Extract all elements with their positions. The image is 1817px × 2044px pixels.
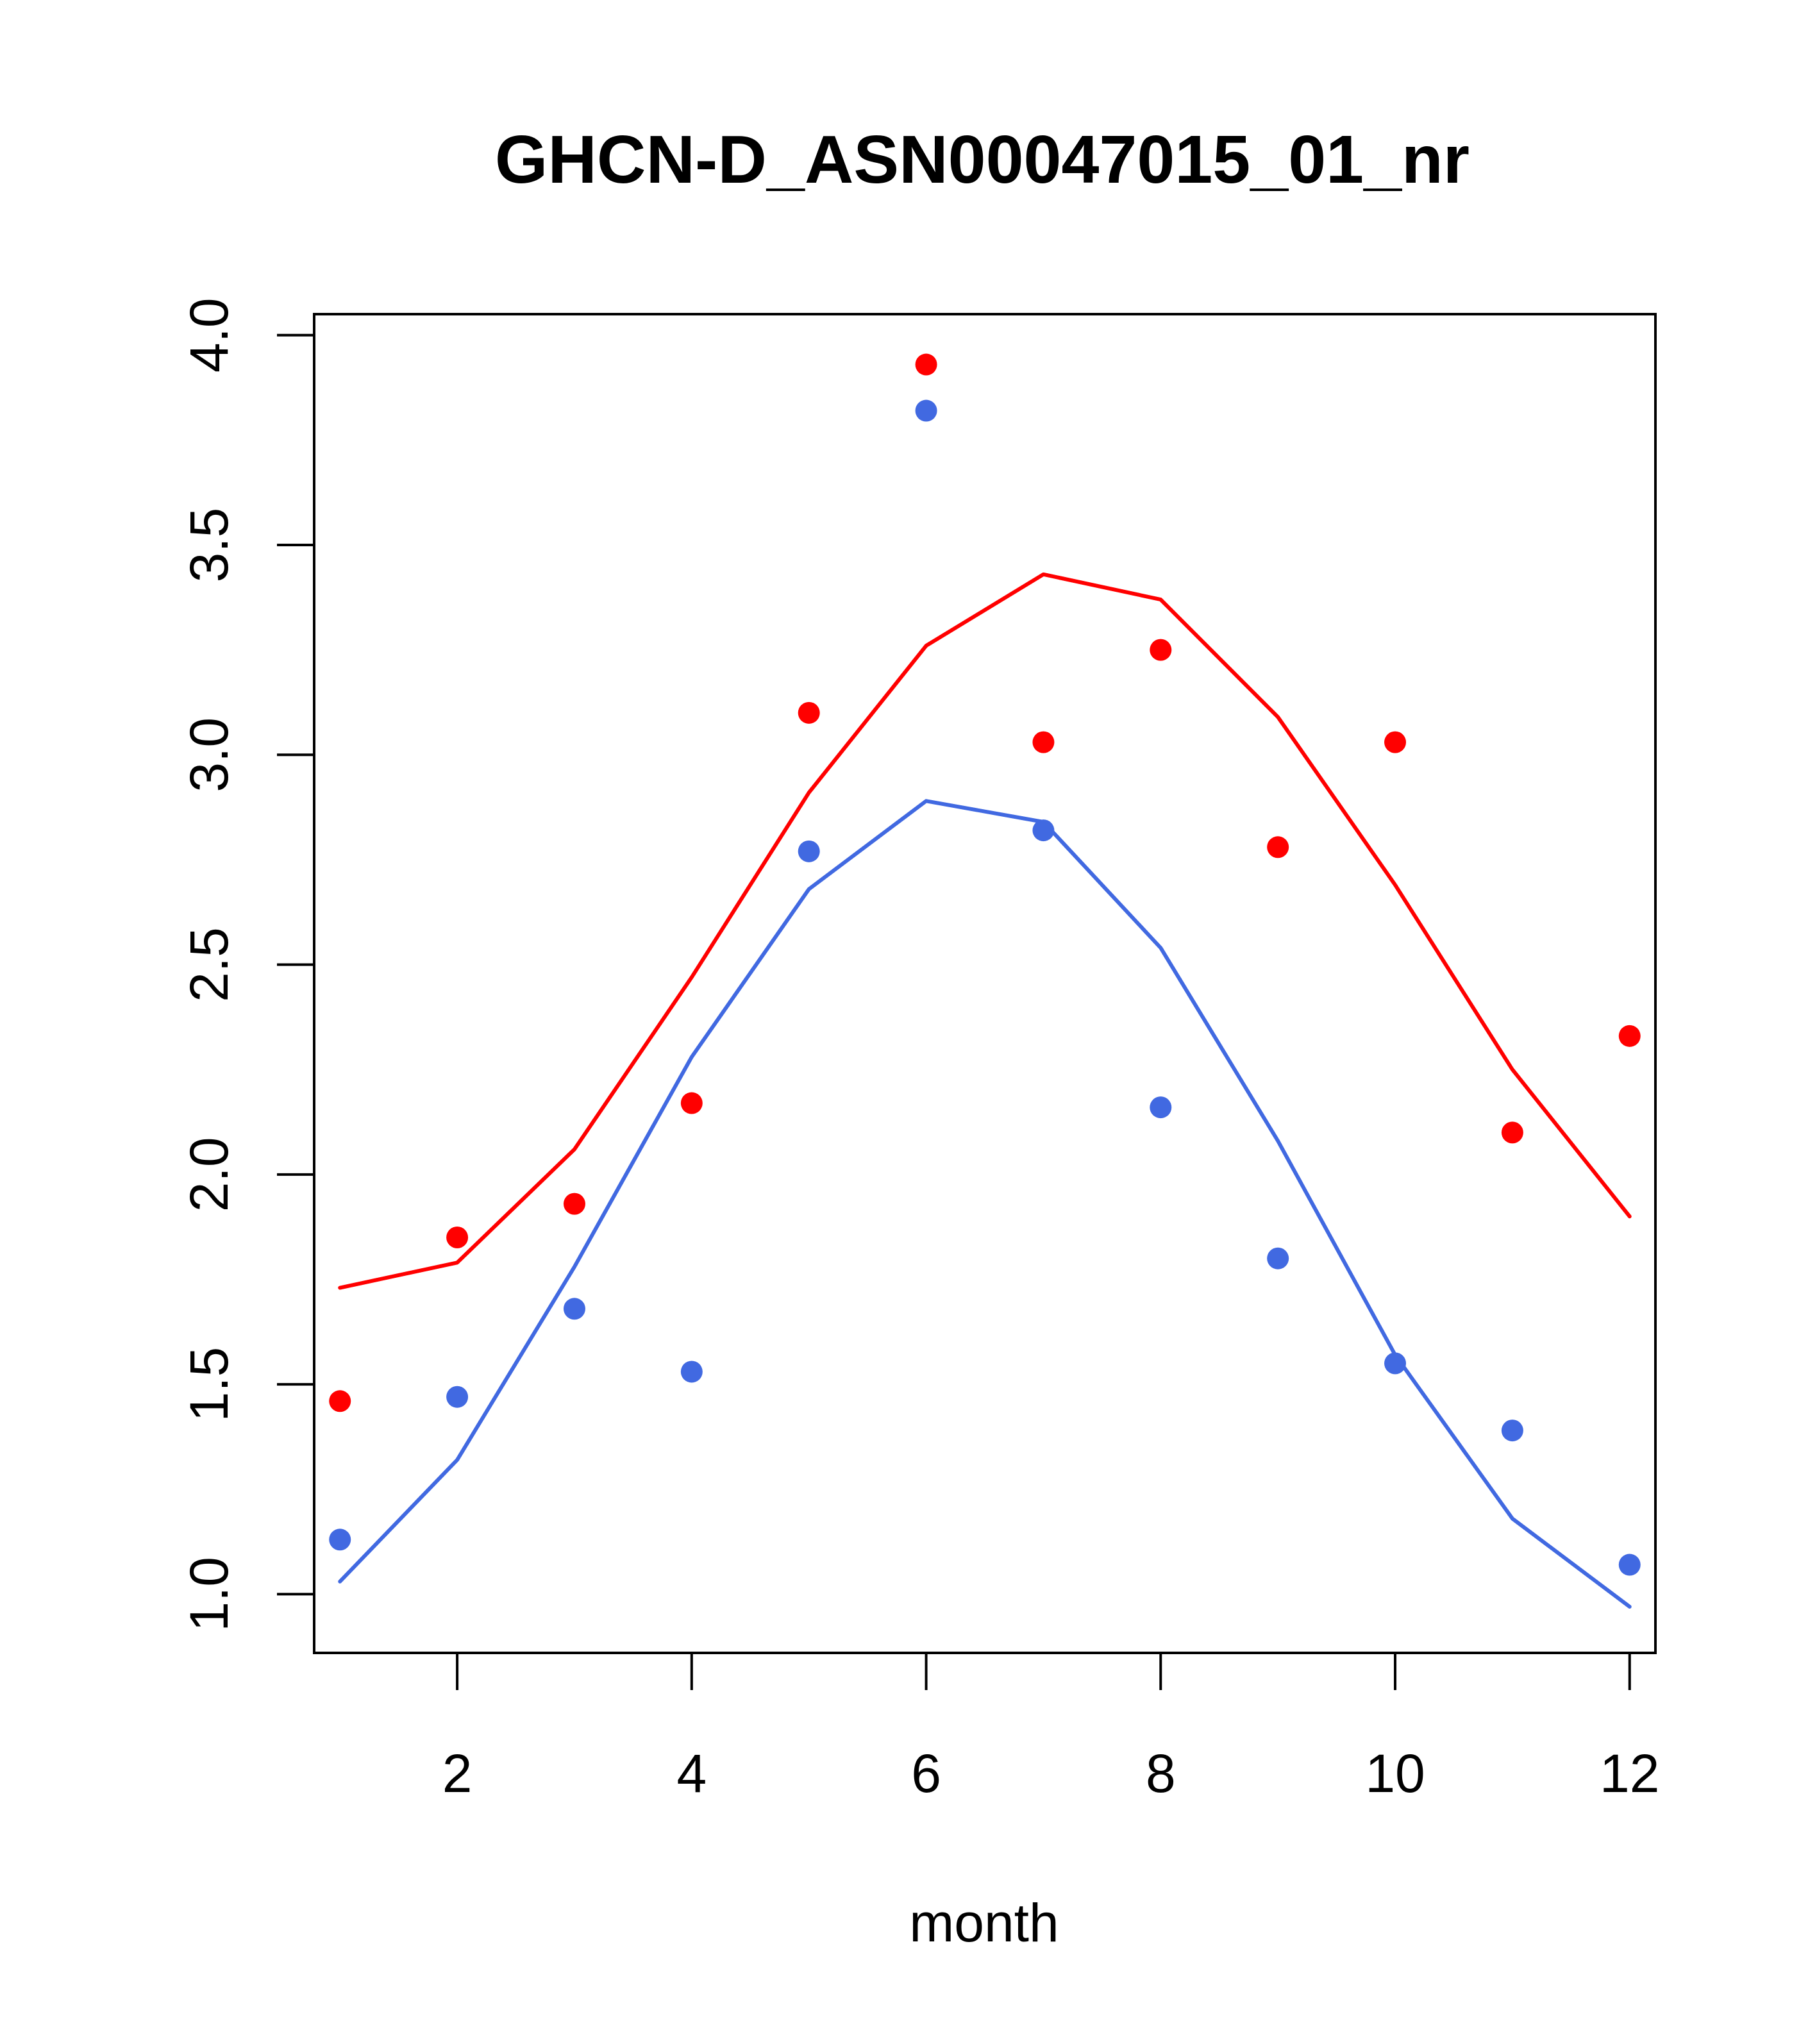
red-data-point: [329, 1390, 351, 1412]
red-data-point: [1032, 731, 1055, 753]
series-layer: [329, 353, 1641, 1609]
red-data-point: [446, 1227, 469, 1248]
y-tick-label: 4.0: [179, 297, 239, 373]
blue-data-point: [1384, 1352, 1407, 1375]
blue-data-point: [1267, 1247, 1289, 1269]
blue-data-point: [446, 1386, 469, 1408]
x-tick-label: 2: [442, 1743, 473, 1804]
series-blue: [329, 399, 1641, 1609]
y-tick-label: 1.5: [179, 1347, 239, 1422]
x-axis-label: month: [909, 1893, 1059, 1953]
red-data-point: [915, 353, 937, 376]
blue-data-point: [1618, 1554, 1641, 1576]
red-data-point: [680, 1092, 703, 1114]
red-fit-line: [338, 572, 1632, 1290]
red-data-point: [1384, 731, 1407, 753]
blue-data-point: [563, 1298, 585, 1320]
red-data-point: [1501, 1121, 1523, 1144]
y-tick-label: 1.0: [179, 1557, 239, 1632]
y-tick-label: 3.0: [179, 717, 239, 792]
red-data-point: [1267, 836, 1289, 859]
y-tick-label: 3.5: [179, 508, 239, 583]
blue-data-point: [798, 840, 820, 862]
red-data-point: [1150, 639, 1172, 661]
red-data-point: [1618, 1025, 1641, 1047]
blue-data-point: [1032, 819, 1055, 842]
plot-frame: [313, 313, 1657, 1654]
blue-data-point: [1150, 1096, 1172, 1119]
x-tick-label: 6: [911, 1743, 941, 1804]
x-axis: 2 4 6 8 10 12: [442, 1653, 1659, 1804]
x-tick-label: 8: [1146, 1743, 1176, 1804]
x-tick-label: 10: [1365, 1743, 1425, 1804]
red-data-point: [563, 1193, 585, 1215]
chart-title: GHCN-D_ASN00047015_01_nr: [495, 122, 1470, 197]
y-tick-label: 2.0: [179, 1137, 239, 1212]
blue-data-point: [1501, 1420, 1523, 1442]
series-red: [329, 353, 1641, 1412]
blue-data-point: [680, 1361, 703, 1383]
red-data-point: [798, 701, 820, 724]
blue-data-point: [329, 1529, 351, 1551]
blue-fit-line: [338, 799, 1632, 1609]
y-tick-label: 2.5: [179, 927, 239, 1002]
blue-data-point: [915, 399, 937, 422]
y-axis: 1.0 1.5 2.0 2.5 3.0 3.5 4.0: [179, 297, 314, 1632]
x-tick-label: 4: [676, 1743, 707, 1804]
x-tick-label: 12: [1600, 1743, 1659, 1804]
